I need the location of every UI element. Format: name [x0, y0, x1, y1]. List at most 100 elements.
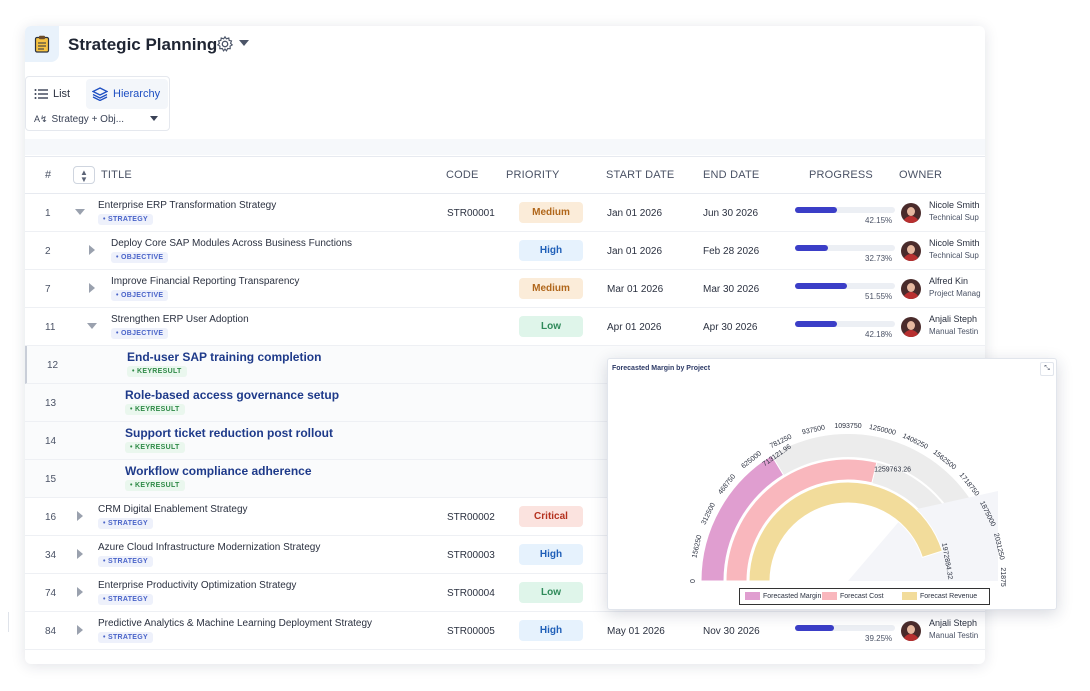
row-number: 1 [45, 208, 51, 219]
gear-icon[interactable] [216, 35, 234, 53]
type-tag-label: STRATEGY [108, 596, 148, 603]
row-title[interactable]: Enterprise ERP Transformation Strategy [98, 200, 277, 211]
legend-item: Forecast Revenue [902, 592, 977, 600]
radial-bar-chart: 713121.961259763.261972884.3201562503125… [690, 423, 1006, 587]
type-tag: • KEYRESULT [125, 480, 185, 491]
row-number: 11 [45, 322, 56, 333]
expand-caret-icon[interactable] [77, 625, 83, 635]
col-code[interactable]: CODE [446, 169, 479, 181]
axis-tick-label: 1093750 [834, 423, 861, 430]
type-tag: • OBJECTIVE [111, 328, 169, 339]
radial-bar-forecast-revenue[interactable] [748, 481, 943, 582]
priority-badge: High [519, 544, 583, 565]
row-code: STR00001 [447, 208, 495, 219]
table-row[interactable]: 84 Predictive Analytics & Machine Learnin… [25, 612, 985, 650]
row-title[interactable]: Deploy Core SAP Modules Across Business … [111, 238, 353, 249]
radial-bar-forecasted-margin[interactable] [700, 454, 785, 582]
col-priority[interactable]: PRIORITY [506, 169, 560, 181]
expand-icon[interactable]: ⤡ [1040, 362, 1054, 376]
expand-caret-icon[interactable] [77, 549, 83, 559]
row-title[interactable]: Azure Cloud Infrastructure Modernization… [98, 542, 321, 553]
col-progress[interactable]: PROGRESS [809, 169, 873, 181]
progress-bar [795, 245, 895, 251]
row-title[interactable]: Improve Financial Reporting Transparency [111, 276, 300, 287]
type-tag-label: KEYRESULT [135, 444, 180, 451]
col-title[interactable]: TITLE [101, 169, 132, 181]
row-number: 34 [45, 550, 57, 561]
owner-name: Nicole Smith [929, 238, 980, 248]
type-tag: • KEYRESULT [127, 366, 187, 377]
title-dropdown-caret[interactable] [239, 40, 249, 46]
axis-tick-label: 156250 [691, 534, 703, 558]
col-end-date[interactable]: END DATE [703, 169, 760, 181]
expand-caret-icon[interactable] [89, 283, 95, 293]
expand-caret-icon[interactable] [77, 511, 83, 521]
priority-badge: High [519, 620, 583, 641]
table-row[interactable]: 34 Azure Cloud Infrastructure Modernizati… [25, 536, 985, 574]
legend-swatch [745, 592, 760, 600]
progress-bar [795, 625, 895, 631]
owner-role: Project Manag [929, 289, 981, 298]
end-date: Feb 28 2026 [703, 246, 760, 257]
type-tag-label: STRATEGY [108, 558, 148, 565]
owner-role: Manual Testin [929, 327, 979, 336]
row-title[interactable]: Role-based access governance setup [125, 388, 340, 402]
legend-label: Forecasted Margin [763, 592, 822, 600]
col-owner[interactable]: OWNER [899, 169, 943, 181]
tab-hierarchy[interactable]: Hierarchy [86, 79, 168, 109]
start-date: Apr 01 2026 [607, 322, 662, 333]
collapse-caret-icon[interactable] [87, 323, 97, 329]
row-title[interactable]: Enterprise Productivity Optimization Str… [98, 580, 297, 591]
tab-hierarchy-label: Hierarchy [113, 88, 161, 100]
table-row[interactable]: 74 Enterprise Productivity Optimization S… [25, 574, 985, 612]
avatar [901, 241, 921, 261]
end-date: Nov 30 2026 [703, 626, 760, 637]
progress-fill [795, 625, 835, 631]
row-number: 16 [45, 512, 57, 523]
col-start-date[interactable]: START DATE [606, 169, 675, 181]
start-date: May 01 2026 [607, 626, 665, 637]
avatar [901, 279, 921, 299]
chevron-down-icon [150, 116, 158, 121]
table-row[interactable]: 7 Improve Financial Reporting Transparenc… [25, 270, 985, 308]
page-title: Strategic Planning [68, 35, 218, 54]
table-row[interactable]: 1 Enterprise ERP Transformation Strategy •… [25, 194, 985, 232]
collapse-caret-icon[interactable] [75, 209, 85, 215]
expand-caret-icon[interactable] [89, 245, 95, 255]
type-tag-label: OBJECTIVE [121, 292, 164, 299]
row-title[interactable]: Strengthen ERP User Adoption [111, 314, 249, 325]
table-header: # ▲ ▼ TITLE CODE PRIORITY START DATE END … [25, 156, 985, 194]
start-date: Mar 01 2026 [607, 284, 664, 295]
table-row[interactable]: 16 CRM Digital Enablement Strategy • STRAT… [25, 498, 985, 536]
chart-title: Forecasted Margin by Project [612, 365, 711, 372]
type-tag: • KEYRESULT [125, 404, 185, 415]
radial-bar-forecast-cost[interactable] [725, 458, 878, 582]
type-tag: • STRATEGY [98, 594, 153, 605]
legend-label: Forecast Cost [840, 592, 884, 600]
type-tag: • KEYRESULT [125, 442, 185, 453]
row-title[interactable]: End-user SAP training completion [127, 350, 322, 364]
expand-caret-icon[interactable] [77, 587, 83, 597]
expand-collapse-toggle[interactable]: ▲ ▼ [73, 166, 95, 184]
row-title[interactable]: CRM Digital Enablement Strategy [98, 504, 248, 515]
progress-bar [795, 283, 895, 289]
type-tag-label: OBJECTIVE [121, 254, 164, 261]
table-row[interactable]: 11 Strengthen ERP User Adoption • OBJECTIV… [25, 308, 985, 346]
owner-name: Anjali Steph [929, 618, 978, 628]
priority-badge: High [519, 240, 583, 261]
axis-tick-label: 2187500 [999, 567, 1006, 587]
legend-label: Forecast Revenue [920, 592, 978, 600]
row-title[interactable]: Predictive Analytics & Machine Learning … [98, 618, 373, 629]
row-title[interactable]: Support ticket reduction post rollout [125, 426, 333, 440]
type-tag-label: KEYRESULT [137, 368, 182, 375]
table-row[interactable]: 2 Deploy Core SAP Modules Across Business… [25, 232, 985, 270]
priority-badge: Medium [519, 202, 583, 223]
level-filter-select[interactable]: A↯ Strategy + Obj... [34, 110, 164, 128]
row-title[interactable]: Workflow compliance adherence [125, 464, 312, 478]
legend-swatch [902, 592, 917, 600]
type-tag: • OBJECTIVE [111, 290, 169, 301]
type-tag: • STRATEGY [98, 518, 153, 529]
layers-icon [92, 87, 108, 101]
type-tag: • STRATEGY [98, 556, 153, 567]
tab-list[interactable]: List [34, 79, 84, 109]
